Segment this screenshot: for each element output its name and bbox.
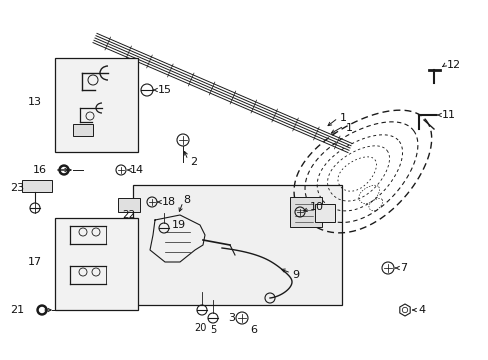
Text: 17: 17 xyxy=(28,257,42,267)
Bar xyxy=(118,198,140,212)
Text: 23: 23 xyxy=(10,183,24,193)
Text: 10: 10 xyxy=(309,202,324,212)
Text: 1: 1 xyxy=(346,123,352,133)
Text: 1: 1 xyxy=(339,113,346,123)
Circle shape xyxy=(37,305,47,315)
Bar xyxy=(73,124,93,136)
Text: 3: 3 xyxy=(227,313,235,323)
Text: 19: 19 xyxy=(172,220,186,230)
Text: 12: 12 xyxy=(446,60,460,70)
Text: 13: 13 xyxy=(28,97,42,107)
Text: 7: 7 xyxy=(399,263,407,273)
Text: 15: 15 xyxy=(158,85,172,95)
Text: 5: 5 xyxy=(209,325,216,335)
Text: 18: 18 xyxy=(162,197,176,207)
Circle shape xyxy=(40,307,44,312)
Text: 2: 2 xyxy=(190,157,197,167)
Bar xyxy=(314,204,334,222)
Text: 20: 20 xyxy=(193,323,206,333)
Text: 16: 16 xyxy=(33,165,47,175)
Text: 11: 11 xyxy=(441,110,455,120)
Bar xyxy=(55,58,138,152)
Text: 8: 8 xyxy=(183,195,190,205)
Bar xyxy=(22,180,52,192)
Bar xyxy=(133,185,341,305)
Bar xyxy=(289,197,321,227)
Circle shape xyxy=(61,167,66,172)
Circle shape xyxy=(59,165,69,175)
Text: 4: 4 xyxy=(417,305,424,315)
Text: 21: 21 xyxy=(10,305,24,315)
Bar xyxy=(55,218,138,310)
Text: 9: 9 xyxy=(291,270,299,280)
Text: 6: 6 xyxy=(249,325,257,335)
Text: 22: 22 xyxy=(122,210,135,220)
Text: 14: 14 xyxy=(130,165,144,175)
